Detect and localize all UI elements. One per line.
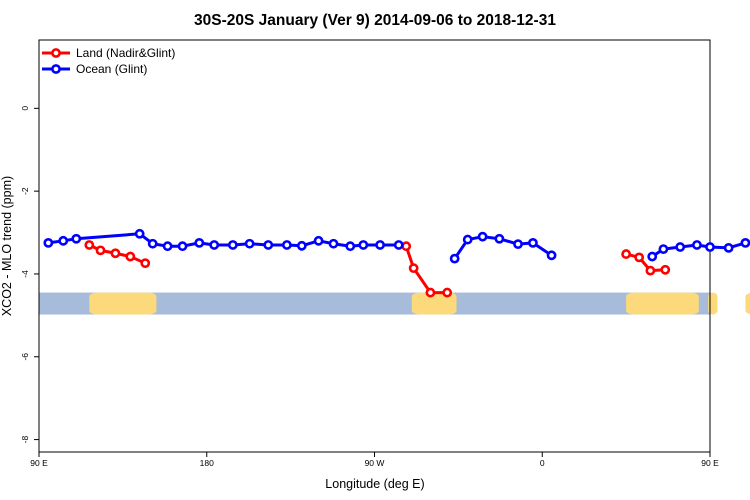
- data-point: [375, 240, 385, 250]
- data-point: [513, 239, 523, 250]
- data-point: [134, 228, 145, 239]
- y-tick-label: -4: [20, 270, 30, 278]
- y-tick-label: -8: [20, 436, 30, 444]
- data-point: [263, 240, 274, 250]
- y-tick-label: 0: [20, 106, 30, 111]
- legend: Land (Nadir&Glint) Ocean (Glint): [42, 46, 175, 76]
- data-point: [675, 242, 686, 252]
- data-point: [43, 237, 54, 248]
- series-ocean: [43, 228, 750, 264]
- land-region: [411, 292, 457, 315]
- x-tick-label: 180: [200, 458, 214, 468]
- series-layer: [43, 228, 750, 298]
- data-point: [408, 263, 419, 274]
- data-point: [110, 248, 121, 259]
- data-point: [296, 240, 307, 251]
- data-point: [634, 252, 645, 263]
- data-point: [647, 251, 658, 262]
- data-point: [71, 233, 82, 244]
- land-region: [626, 292, 699, 315]
- ocean-band: [39, 292, 710, 315]
- data-point: [313, 235, 324, 246]
- legend-marker-ocean: [51, 64, 61, 74]
- data-point: [147, 238, 158, 249]
- data-point: [345, 241, 356, 252]
- x-tick-label: 0: [540, 458, 545, 468]
- data-point: [227, 240, 238, 250]
- data-point: [194, 237, 205, 248]
- data-point: [723, 242, 734, 253]
- y-tick-label: -6: [20, 353, 30, 361]
- land-region: [89, 292, 157, 315]
- series-line: [404, 245, 448, 295]
- y-tick-label: -2: [20, 187, 30, 195]
- legend-marker-land: [51, 48, 61, 58]
- data-point: [494, 233, 505, 244]
- legend-label-land: Land (Nadir&Glint): [76, 46, 175, 60]
- data-point: [84, 240, 95, 250]
- data-point: [425, 287, 436, 298]
- land-region: [745, 292, 750, 315]
- series-line: [625, 252, 666, 273]
- data-point: [740, 237, 750, 248]
- data-point: [658, 244, 669, 255]
- data-point: [125, 251, 136, 262]
- data-point: [177, 241, 188, 252]
- data-point: [660, 264, 671, 275]
- series-land: [84, 240, 671, 298]
- data-point: [705, 242, 715, 252]
- x-tick-label: 90 E: [701, 458, 719, 468]
- data-point: [621, 249, 632, 259]
- data-point: [328, 238, 339, 249]
- data-point: [442, 287, 453, 298]
- data-point: [58, 235, 69, 246]
- y-axis: 0 -2 -4 -6 -8: [20, 106, 39, 444]
- data-point: [358, 240, 369, 250]
- data-point: [477, 231, 488, 242]
- x-tick-label: 90 W: [365, 458, 385, 468]
- data-point: [401, 241, 412, 252]
- land-ocean-band: [39, 292, 750, 315]
- data-point: [546, 250, 557, 261]
- x-axis: 90 E 180 90 W 0 90 E: [30, 452, 719, 468]
- x-axis-label: Longitude (deg E): [325, 477, 424, 491]
- data-point: [393, 240, 404, 250]
- data-point: [95, 245, 106, 256]
- data-point: [462, 234, 473, 245]
- data-point: [140, 258, 151, 269]
- chart-title: 30S-20S January (Ver 9) 2014-09-06 to 20…: [194, 12, 556, 29]
- data-point: [692, 240, 702, 250]
- data-point: [645, 265, 656, 276]
- legend-label-ocean: Ocean (Glint): [76, 62, 147, 76]
- x-tick-label: 90 E: [30, 458, 48, 468]
- data-point: [449, 253, 460, 264]
- data-point: [244, 238, 255, 249]
- data-point: [281, 240, 292, 250]
- data-point: [162, 241, 173, 252]
- data-point: [209, 240, 220, 250]
- data-point: [528, 237, 538, 248]
- y-axis-label: XCO2 - MLO trend (ppm): [0, 176, 14, 316]
